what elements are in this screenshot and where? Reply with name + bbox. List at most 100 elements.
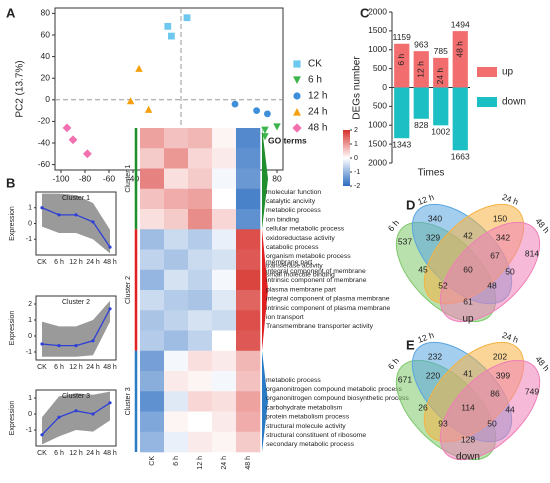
mean-point	[91, 220, 95, 224]
go-term: Transmembrane transporter activity	[266, 323, 374, 330]
bar	[394, 87, 410, 139]
y-tick-label: 0	[28, 220, 32, 227]
go-term: organism metabolic process	[266, 253, 351, 260]
heat-cell	[236, 128, 261, 149]
point	[82, 149, 92, 159]
heat-cell	[236, 188, 261, 210]
x-tick-label: 12 h	[69, 450, 83, 457]
x-tick-label: CK	[37, 450, 47, 457]
region-count: 50	[487, 418, 497, 428]
go-term: intrinsic component of plasma membrane	[266, 305, 391, 312]
legend-marker	[293, 108, 301, 116]
plot-frame	[35, 295, 117, 361]
go-term: protein metabolism process	[266, 414, 350, 421]
mean-point	[108, 245, 112, 249]
expression-envelope	[42, 391, 110, 445]
venn-label: up	[462, 314, 474, 325]
cluster-label: Cluster 2	[125, 276, 132, 304]
heat-cell	[140, 391, 165, 412]
y-tick-label: -40	[38, 137, 51, 147]
go-term: catalytic ancivity	[266, 198, 316, 205]
heat-cell	[188, 188, 213, 210]
x-tick-label: -80	[79, 173, 92, 183]
mean-point	[40, 433, 44, 437]
region-count: 41	[463, 368, 473, 378]
region-count: 61	[463, 296, 473, 306]
heat-cell	[140, 269, 165, 291]
point	[253, 107, 260, 114]
region-count: 202	[493, 351, 507, 361]
heat-cell	[212, 350, 237, 372]
region-count: 52	[438, 280, 448, 290]
cluster-label: Cluster 1	[125, 165, 132, 193]
panel-label: E	[406, 337, 415, 352]
region-count: 671	[398, 374, 412, 384]
heat-cell	[212, 209, 237, 230]
cluster-label: Cluster 3	[125, 387, 132, 415]
point	[183, 14, 191, 22]
heat-cell	[140, 350, 165, 372]
region-count: 48	[487, 280, 497, 290]
heat-cell	[212, 229, 237, 250]
y-tick-label: 1500	[368, 25, 387, 35]
heat-cell	[236, 269, 261, 291]
y-axis-label: Expression	[9, 401, 16, 436]
column-label: CK	[149, 456, 156, 466]
category-label: 48 h	[455, 41, 465, 58]
legend-label: CK	[308, 59, 322, 70]
heat-cell	[164, 290, 189, 311]
heat-cell	[236, 229, 261, 250]
value-label: 828	[414, 120, 428, 130]
go-term: plasma membrane part	[266, 286, 336, 293]
heat-cell	[140, 249, 165, 271]
x-tick-label: 6 h	[54, 450, 64, 457]
y-tick-label: 1500	[368, 138, 387, 148]
heat-cell	[188, 209, 213, 230]
region-count: 220	[426, 370, 440, 380]
heat-cell	[164, 391, 189, 412]
y-tick-label: 1000	[368, 120, 387, 130]
point	[62, 123, 72, 133]
go-term: structural molecule activity	[266, 423, 346, 430]
heat-cell	[140, 290, 165, 311]
bar	[394, 43, 410, 88]
cluster-title: Cluster 2	[62, 299, 90, 306]
bar	[452, 31, 468, 88]
legend-swatch	[477, 97, 497, 107]
value-label: 1343	[392, 139, 411, 149]
heat-cell	[164, 188, 189, 210]
y-tick-label: -1	[26, 236, 32, 243]
bar	[413, 51, 429, 88]
value-label: 963	[414, 39, 428, 49]
y-tick-label: 1	[28, 205, 32, 212]
heat-cell	[164, 330, 189, 352]
x-tick-label: 48 h	[103, 364, 117, 371]
heat-cell	[236, 290, 261, 311]
go-term: structural constituent of ribosome	[266, 432, 366, 439]
heat-cell	[188, 330, 213, 352]
heat-cell	[188, 168, 213, 190]
y-tick-label: 0	[382, 82, 387, 92]
go-term: membrane part	[266, 259, 312, 266]
x-tick-label: 12 h	[69, 364, 83, 371]
set-label: 6 h	[386, 218, 401, 234]
mean-point	[74, 409, 78, 413]
panel-label: A	[6, 5, 16, 20]
region-count: 537	[398, 236, 412, 246]
panel-label: B	[6, 175, 15, 190]
heat-cell	[188, 391, 213, 412]
heat-cell	[236, 350, 261, 372]
y-axis-label: PC2 (13.7%)	[15, 60, 26, 117]
y-tick-label: 80	[41, 8, 51, 18]
heat-cell	[188, 310, 213, 331]
region-count: 86	[490, 388, 500, 398]
heat-cell	[164, 431, 189, 453]
go-term: intrinsic component of membrane	[266, 277, 367, 284]
heat-cell	[212, 168, 237, 190]
heat-cell	[164, 371, 189, 392]
point	[126, 97, 135, 105]
y-tick-label: 500	[373, 63, 387, 73]
heat-cell	[188, 249, 213, 271]
region-count: 42	[463, 230, 473, 240]
heat-cell	[212, 128, 237, 149]
